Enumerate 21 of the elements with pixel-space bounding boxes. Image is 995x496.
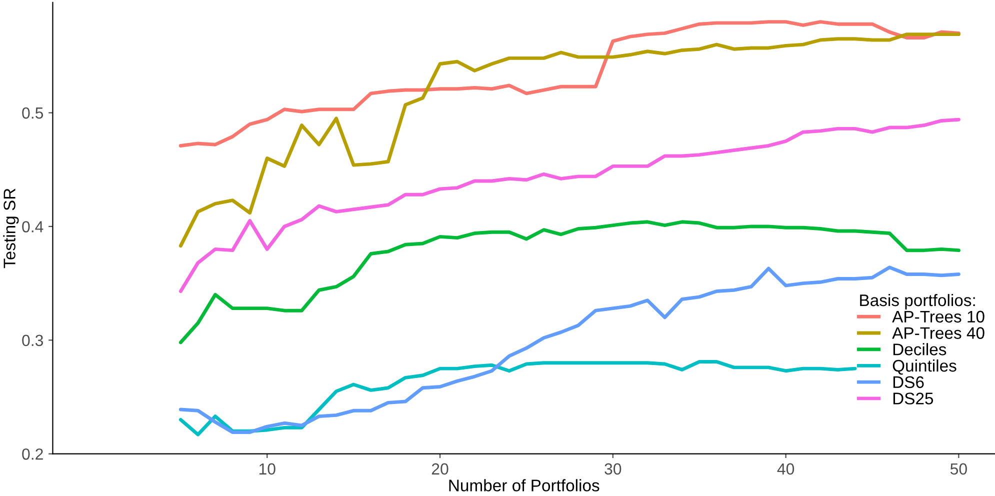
legend-label: DS25: [893, 392, 934, 404]
legend-label: AP-Trees 40: [892, 327, 984, 339]
y-tick-label: 0.4: [22, 221, 44, 232]
x-tick-label: 20: [432, 463, 448, 475]
line-series: [178, 20, 960, 148]
legend-label: Quintiles: [892, 359, 956, 375]
legend-label: Deciles: [893, 343, 946, 356]
y-tick-label: 0.2: [22, 448, 43, 460]
legend-title: Basis portfolios:: [860, 294, 975, 310]
y-axis-title: Testing SR: [3, 188, 19, 268]
line-series: [178, 118, 960, 293]
x-tick-label: 50: [950, 463, 967, 475]
x-tick-label: 30: [604, 463, 622, 475]
x-tick-label: 40: [777, 463, 794, 475]
x-axis-title: Number of Portfolios: [449, 479, 600, 492]
x-tick-label: 10: [259, 463, 276, 475]
y-tick-label: 0.5: [22, 107, 44, 119]
legend-label: DS6: [893, 376, 924, 388]
line-series: [178, 32, 960, 248]
y-tick-label: 0.3: [22, 334, 44, 346]
legend-label: AP-Trees 10: [892, 310, 984, 323]
